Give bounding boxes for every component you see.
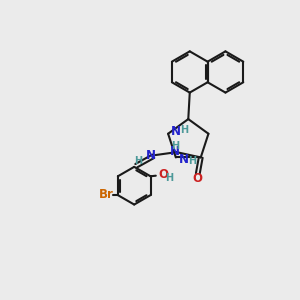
Text: Br: Br (99, 188, 114, 201)
Text: O: O (192, 172, 202, 184)
Text: N: N (179, 153, 189, 166)
Text: H: H (134, 156, 142, 166)
Text: O: O (158, 168, 168, 181)
Text: H: H (180, 125, 188, 135)
Text: H: H (165, 173, 173, 183)
Text: N: N (171, 125, 182, 138)
Text: N: N (146, 149, 156, 163)
Text: H: H (171, 141, 179, 151)
Text: N: N (170, 145, 180, 158)
Text: H: H (188, 156, 196, 166)
